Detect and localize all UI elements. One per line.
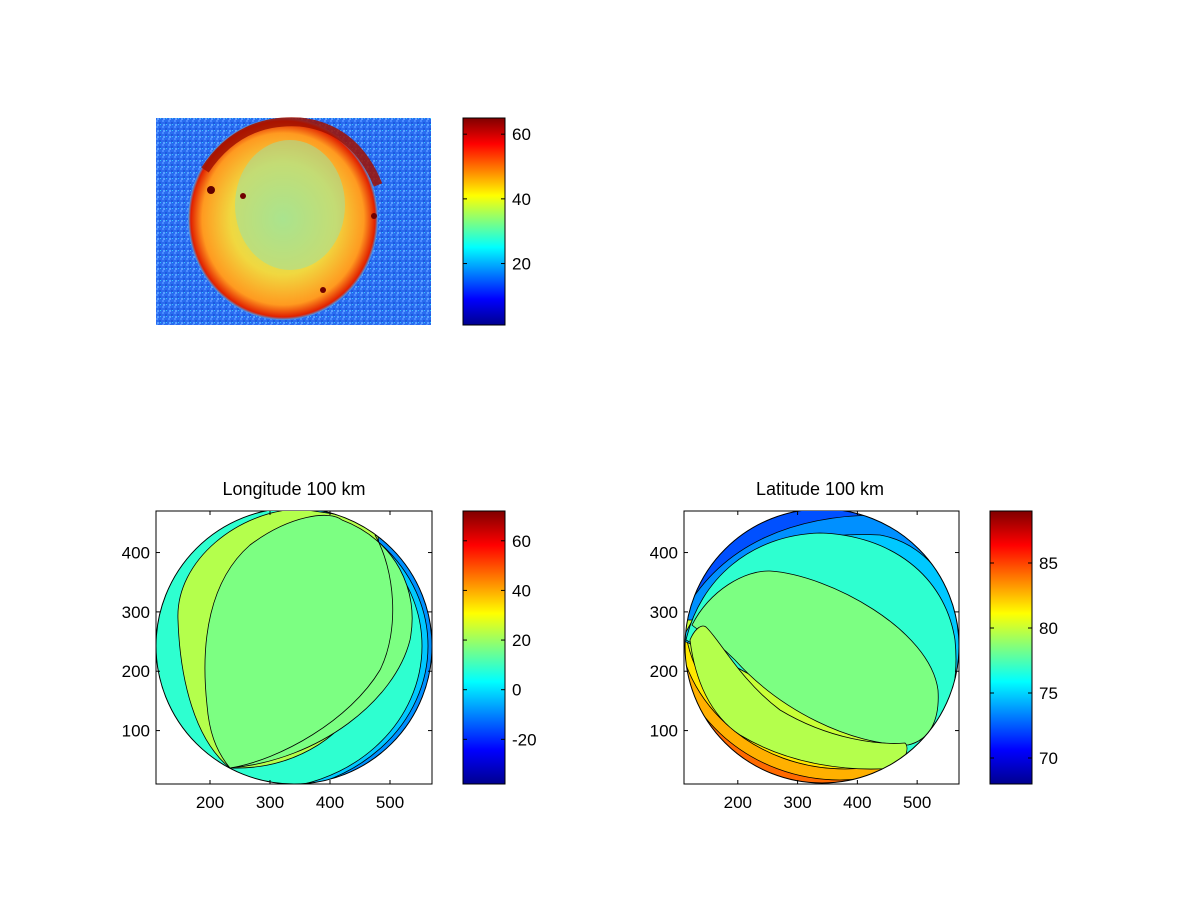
image-disk-limb xyxy=(201,117,383,187)
colorbar-1: 20 40 60 xyxy=(462,117,531,326)
colorbar-tick-label: 85 xyxy=(1039,554,1058,573)
y-tick-label: 300 xyxy=(122,603,150,622)
image-spot xyxy=(207,186,215,194)
colorbar-tick-label: 20 xyxy=(512,255,531,274)
image-spot xyxy=(320,287,326,293)
x-tick-label: 400 xyxy=(843,793,871,812)
y-tick-label: 200 xyxy=(122,662,150,681)
x-tick-label: 500 xyxy=(903,793,931,812)
colorbar-3-fill xyxy=(989,510,1033,785)
image-spot xyxy=(371,213,377,219)
x-tick-label: 300 xyxy=(256,793,284,812)
colorbar-tick-label: 80 xyxy=(1039,619,1058,638)
y-tick-label: 400 xyxy=(650,544,678,563)
x-tick-label: 500 xyxy=(376,793,404,812)
colorbar-tick-label: -20 xyxy=(512,730,537,749)
lon-band xyxy=(229,534,394,769)
latitude-panel: Latitude 100 km 200 300 400 500 100 200 300 400 xyxy=(650,479,960,812)
colorbar-2-fill xyxy=(462,510,506,785)
y-tick-label: 100 xyxy=(650,722,678,741)
colorbar-tick-label: 60 xyxy=(512,532,531,551)
colorbar-3: 70 75 80 85 xyxy=(989,510,1058,785)
y-tick-label: 300 xyxy=(650,603,678,622)
x-tick-label: 400 xyxy=(316,793,344,812)
lat-disk-outline xyxy=(684,511,959,784)
colorbar-tick-label: 70 xyxy=(1039,749,1058,768)
x-tick-label: 300 xyxy=(783,793,811,812)
image-spot xyxy=(240,193,246,199)
image-disk-core xyxy=(235,140,345,270)
colorbar-2: -20 0 20 40 60 xyxy=(462,510,537,785)
colorbar-tick-label: 40 xyxy=(512,190,531,209)
colorbar-tick-label: 0 xyxy=(512,681,521,700)
colorbar-tick-label: 60 xyxy=(512,125,531,144)
lat-band xyxy=(689,625,908,770)
colorbar-tick-label: 75 xyxy=(1039,684,1058,703)
image-panel xyxy=(156,117,431,325)
x-tick-label: 200 xyxy=(724,793,752,812)
x-tick-label: 200 xyxy=(196,793,224,812)
lat-band xyxy=(691,570,939,746)
y-tick-label: 200 xyxy=(650,662,678,681)
latitude-title: Latitude 100 km xyxy=(756,479,884,499)
longitude-title: Longitude 100 km xyxy=(222,479,365,499)
colorbar-tick-label: 20 xyxy=(512,631,531,650)
y-tick-label: 400 xyxy=(122,544,150,563)
y-tick-label: 100 xyxy=(122,722,150,741)
colorbar-1-fill xyxy=(462,117,506,326)
colorbar-tick-label: 40 xyxy=(512,581,531,600)
